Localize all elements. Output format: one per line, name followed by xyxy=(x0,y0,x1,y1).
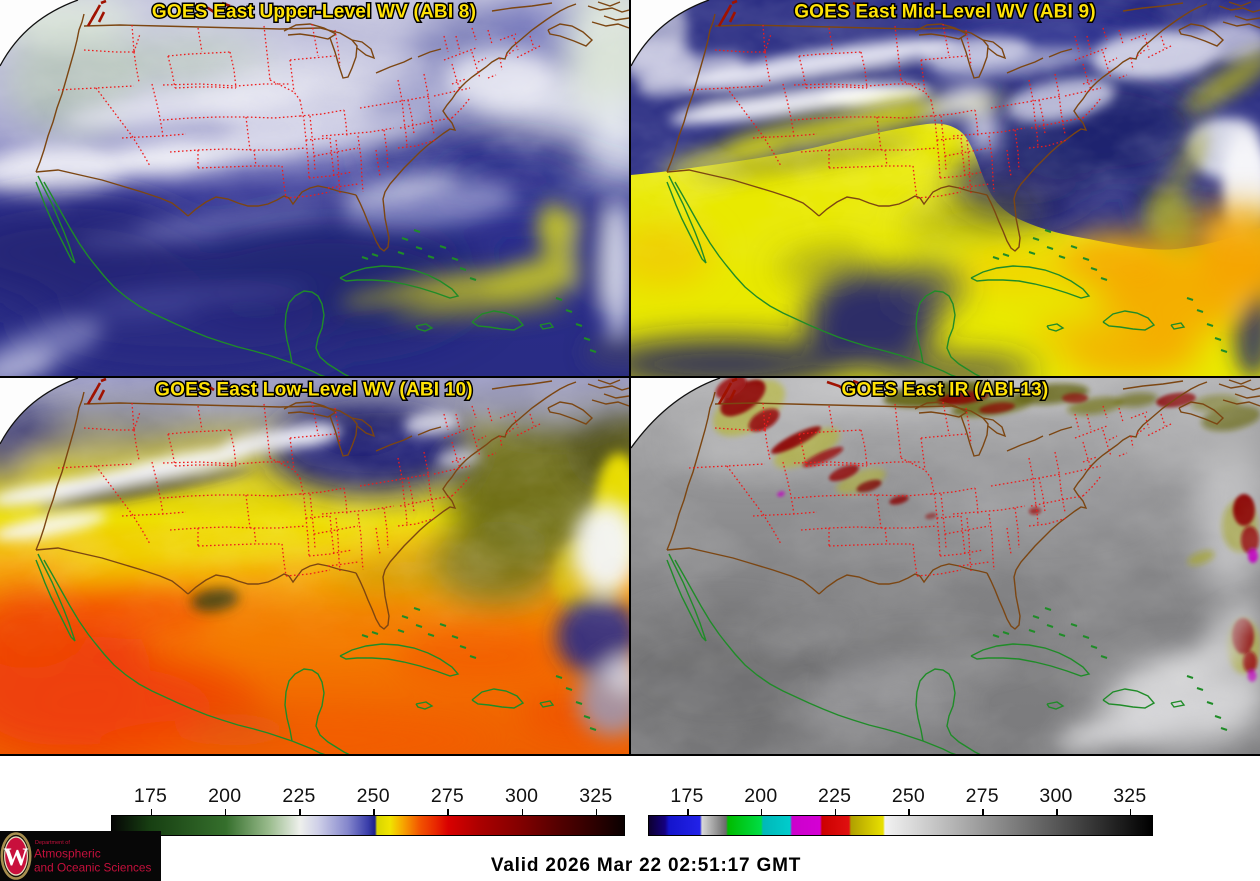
svg-text:W: W xyxy=(4,844,29,871)
svg-text:GOES East Mid-Level WV (ABI 9): GOES East Mid-Level WV (ABI 9) xyxy=(794,2,1096,23)
svg-text:GOES East Low-Level WV (ABI 10: GOES East Low-Level WV (ABI 10) xyxy=(155,380,473,401)
svg-text:Department of: Department of xyxy=(35,840,70,846)
svg-text:GOES East Upper-Level WV (ABI: GOES East Upper-Level WV (ABI 8) xyxy=(152,2,476,23)
svg-text:Atmospheric: Atmospheric xyxy=(34,847,101,861)
svg-text:and Oceanic Sciences: and Oceanic Sciences xyxy=(34,861,151,875)
svg-text:GOES East IR (ABI-13): GOES East IR (ABI-13) xyxy=(842,380,1049,401)
